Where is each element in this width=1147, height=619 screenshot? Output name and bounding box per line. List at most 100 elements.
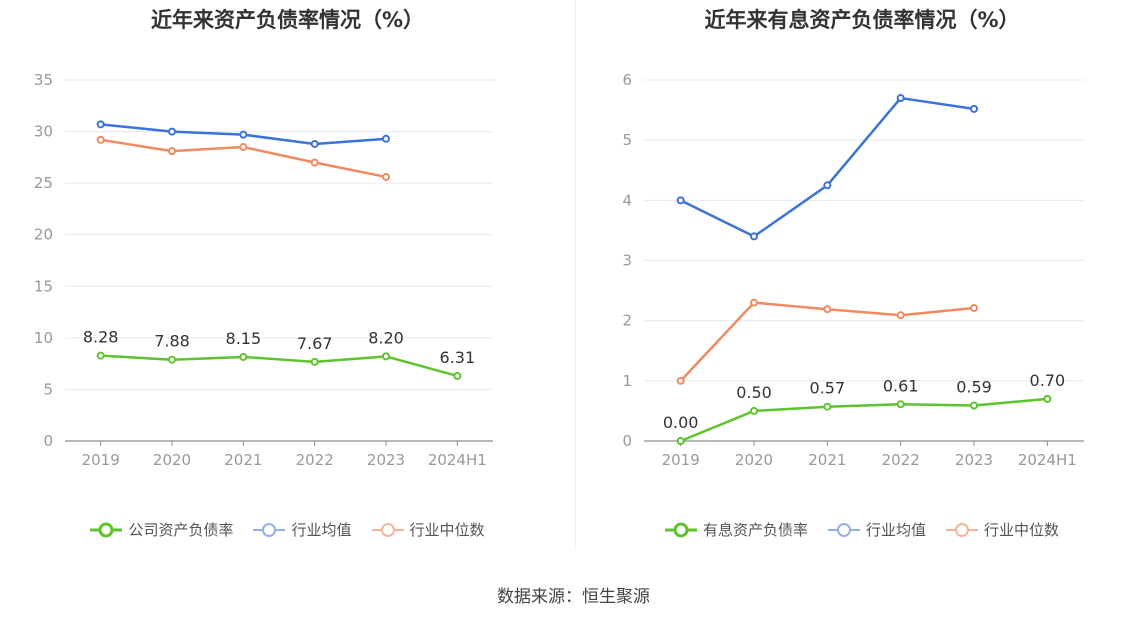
- data-label: 6.31: [440, 348, 476, 367]
- chart-plot-area: 0 5 10 15 20 25 30 35 2019 2020 2021 2022 2023 2024H1…: [34, 71, 493, 469]
- data-source-note: 数据来源：恒生聚源: [497, 587, 650, 607]
- x-tick-label: 2019: [82, 451, 120, 469]
- x-tick-label: 2020: [153, 451, 191, 469]
- panel-divider: [575, 0, 576, 550]
- data-point-avg: [750, 232, 758, 241]
- data-point-company: [168, 355, 176, 364]
- series-line-company: [680, 397, 1048, 443]
- y-tick-label: 6: [622, 71, 632, 89]
- x-tick-label: 2023: [367, 451, 405, 469]
- y-tick-label: 4: [622, 191, 632, 209]
- chart-legend: 公司资产负债率 行业均值 行业中位数: [0, 519, 575, 540]
- data-point-company: [896, 400, 905, 409]
- chart-panel-right: 近年来有息资产负债率情况（%） 0 1 2 3 4 5 6 2019 2020 2021 2022 2…: [577, 0, 1147, 550]
- data-point-median: [96, 135, 105, 144]
- data-point-company: [310, 357, 319, 366]
- data-point-median: [239, 143, 248, 152]
- legend-item-avg[interactable]: 行业均值: [827, 519, 926, 540]
- legend-marker-icon: [371, 522, 404, 537]
- y-tick-label: 35: [34, 71, 53, 89]
- x-tick-label: 2021: [224, 451, 262, 469]
- x-tick-label: 2021: [808, 451, 846, 469]
- data-point-company: [1043, 394, 1052, 403]
- chart-title: 近年来资产负债率情况（%）: [150, 8, 425, 32]
- data-point-company: [382, 352, 390, 361]
- data-label: 8.20: [368, 328, 404, 347]
- data-point-avg: [823, 181, 832, 190]
- legend-marker-icon: [253, 522, 286, 537]
- y-tick-label: 2: [622, 312, 632, 330]
- y-tick-label: 15: [34, 277, 53, 295]
- legend-item-median[interactable]: 行业中位数: [371, 519, 485, 540]
- series-line-avg: [680, 96, 975, 238]
- chart-panel-left: 近年来资产负债率情况（%） 0 5 10 15 20 25 30 35 2019 2020 2021…: [0, 0, 575, 550]
- data-point-company: [750, 406, 758, 415]
- data-point-avg: [970, 104, 978, 113]
- series-line-median: [679, 301, 975, 382]
- data-label: 7.88: [154, 332, 190, 351]
- legend-item-company[interactable]: 公司资产负债率: [90, 519, 233, 540]
- series-line-company: [100, 354, 458, 378]
- x-tick-label: 2023: [955, 451, 993, 469]
- data-point-company: [823, 402, 832, 411]
- legend-label: 行业均值: [291, 521, 352, 539]
- y-tick-label: 0: [43, 432, 53, 450]
- y-tick-label: 5: [43, 380, 53, 398]
- y-tick-label: 3: [622, 252, 632, 270]
- data-point-median: [970, 304, 978, 313]
- data-point-avg: [239, 130, 248, 139]
- data-label: 0.59: [956, 378, 992, 397]
- data-point-avg: [168, 127, 176, 136]
- legend-item-median[interactable]: 行业中位数: [946, 519, 1059, 540]
- legend-label: 公司资产负债率: [128, 521, 234, 539]
- chart-plot-area: 0 1 2 3 4 5 6 2019 2020 2021 2022 2023 2024H1 0.00 0.5…: [622, 71, 1084, 469]
- data-point-median: [310, 158, 319, 167]
- data-label: 0.61: [883, 376, 919, 395]
- data-point-avg: [382, 134, 390, 143]
- legend-item-company[interactable]: 有息资产负债率: [664, 519, 808, 540]
- legend-item-avg[interactable]: 行业均值: [253, 519, 352, 540]
- data-point-company: [453, 371, 462, 380]
- data-point-median: [382, 172, 390, 181]
- y-tick-label: 5: [622, 131, 632, 149]
- data-point-avg: [310, 139, 319, 148]
- data-point-median: [896, 311, 905, 320]
- data-point-company: [96, 351, 105, 360]
- data-label: 8.28: [83, 328, 119, 347]
- data-label: 0.57: [810, 379, 846, 398]
- data-point-avg: [676, 196, 685, 205]
- legend-label: 有息资产负债率: [702, 521, 808, 539]
- data-label: 8.15: [226, 329, 262, 348]
- data-point-median: [750, 298, 758, 307]
- data-point-avg: [896, 94, 905, 103]
- data-point-avg: [96, 120, 105, 129]
- y-tick-label: 30: [34, 123, 53, 141]
- data-point-company: [970, 401, 978, 410]
- legend-label: 行业中位数: [409, 521, 485, 539]
- data-point-company: [239, 352, 248, 361]
- x-tick-label: 2020: [735, 451, 773, 469]
- legend-marker-icon: [827, 522, 860, 537]
- y-tick-label: 10: [34, 329, 53, 347]
- data-label: 0.70: [1030, 371, 1066, 390]
- legend-marker-icon: [664, 522, 697, 537]
- x-tick-label: 2022: [882, 451, 920, 469]
- chart-title: 近年来有息资产负债率情况（%）: [704, 8, 1020, 32]
- y-tick-label: 0: [622, 432, 632, 450]
- data-label: 0.50: [736, 383, 772, 402]
- y-tick-label: 25: [34, 174, 53, 192]
- x-tick-label: 2019: [662, 451, 700, 469]
- y-tick-label: 20: [34, 226, 53, 244]
- legend-label: 行业中位数: [984, 521, 1060, 539]
- data-label: 7.67: [297, 334, 333, 353]
- legend-label: 行业均值: [865, 521, 926, 539]
- legend-marker-icon: [90, 522, 123, 537]
- x-tick-label: 2024H1: [428, 451, 487, 469]
- y-tick-label: 1: [622, 372, 632, 390]
- legend-marker-icon: [946, 522, 978, 537]
- data-point-median: [676, 376, 685, 385]
- x-tick-label: 2024H1: [1018, 451, 1077, 469]
- chart-legend: 有息资产负债率 行业均值 行业中位数: [577, 519, 1147, 540]
- data-label: 0.00: [663, 413, 699, 432]
- data-point-median: [823, 305, 832, 314]
